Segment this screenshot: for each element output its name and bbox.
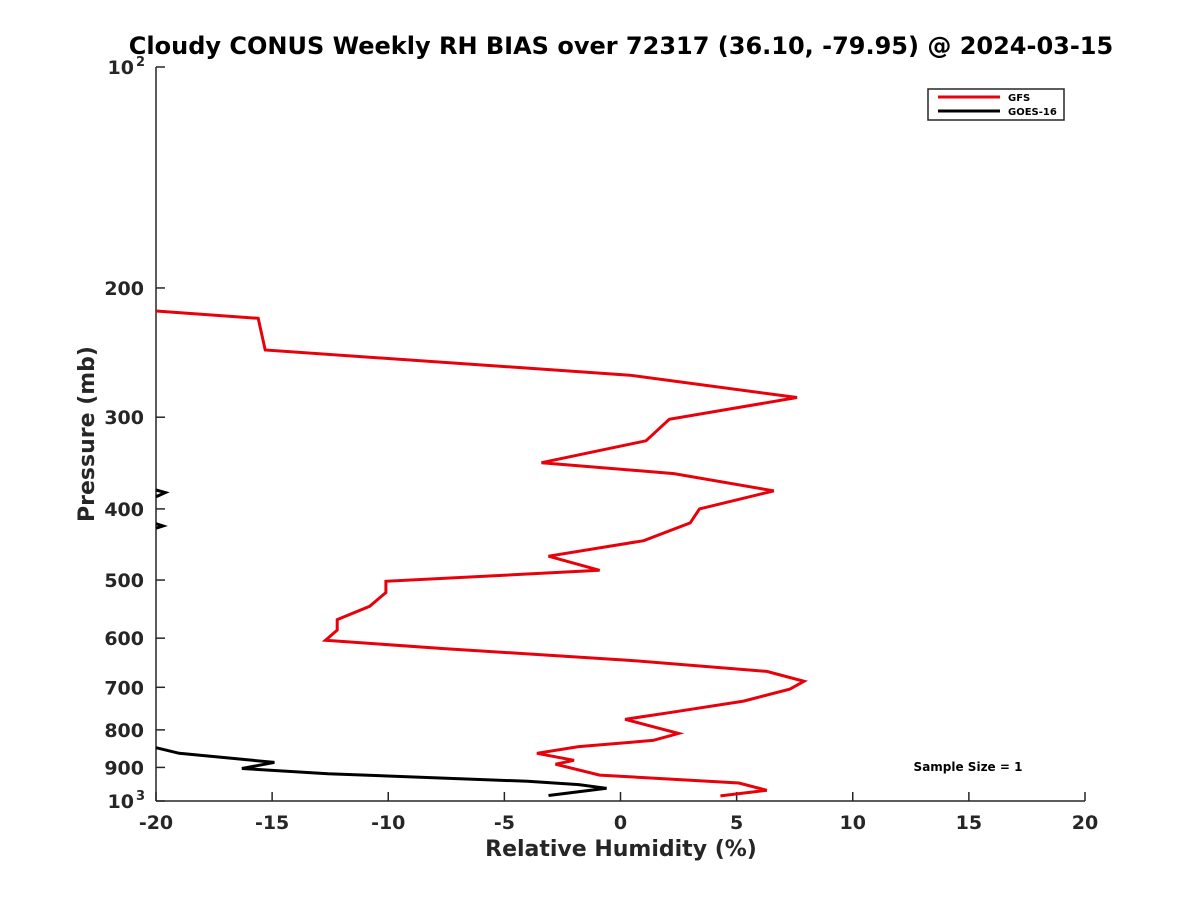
y-axis-label: Pressure (mb) bbox=[75, 346, 100, 522]
x-tick-label: -10 bbox=[371, 812, 405, 834]
x-tick-label: -15 bbox=[255, 812, 289, 834]
y-tick-label: 400 bbox=[104, 499, 144, 521]
y-tick-label: 300 bbox=[104, 407, 144, 429]
y-tick-label: 10 bbox=[108, 57, 134, 79]
x-tick-label: 0 bbox=[614, 812, 627, 834]
series-line-gfs bbox=[155, 309, 808, 798]
y-tick-label: 200 bbox=[104, 278, 144, 300]
y-tick-label: 900 bbox=[104, 757, 144, 779]
legend-label-goes16: GOES-16 bbox=[1008, 107, 1057, 118]
y-tick-label: 600 bbox=[104, 628, 144, 650]
sample-size-annotation: Sample Size = 1 bbox=[914, 760, 1023, 774]
chart-title: Cloudy CONUS Weekly RH BIAS over 72317 (… bbox=[129, 32, 1113, 60]
y-tick-label: 700 bbox=[104, 677, 144, 699]
series-layer bbox=[155, 309, 808, 798]
y-tick-label: 500 bbox=[104, 570, 144, 592]
y-tick-label: 10 bbox=[108, 791, 134, 813]
x-tick-label: 15 bbox=[956, 812, 982, 834]
plot-area: -20 -15 -10 -5 0 5 10 15 20 10 220030040050060070… bbox=[104, 55, 1098, 834]
legend-box bbox=[927, 88, 1065, 121]
series-line-goes-16 bbox=[155, 746, 607, 797]
y-tick-exponent: 3 bbox=[136, 789, 145, 804]
x-axis-ticks: -20 -15 -10 -5 0 5 10 15 20 bbox=[139, 792, 1098, 834]
y-tick-label: 800 bbox=[104, 720, 144, 742]
x-axis-label: Relative Humidity (%) bbox=[485, 837, 757, 862]
series-line-marker-2 bbox=[155, 488, 170, 499]
x-tick-label: 20 bbox=[1072, 812, 1098, 834]
x-tick-label: -20 bbox=[139, 812, 173, 834]
y-tick-exponent: 2 bbox=[136, 55, 145, 70]
x-tick-label: -5 bbox=[494, 812, 515, 834]
x-tick-label: 5 bbox=[730, 812, 743, 834]
x-tick-label: 10 bbox=[840, 812, 866, 834]
legend-label-gfs: GFS bbox=[1008, 93, 1030, 104]
legend: GFS GOES-16 bbox=[927, 88, 1065, 121]
series-line-marker-3 bbox=[155, 522, 168, 530]
